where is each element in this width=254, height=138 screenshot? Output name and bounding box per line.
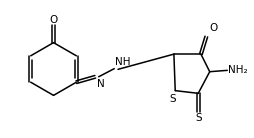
Text: NH₂: NH₂ [228, 65, 248, 75]
Text: S: S [195, 113, 201, 123]
Text: O: O [209, 23, 217, 33]
Text: O: O [50, 15, 58, 25]
Text: NH: NH [115, 57, 130, 67]
Text: N: N [97, 79, 104, 89]
Text: S: S [169, 94, 176, 104]
